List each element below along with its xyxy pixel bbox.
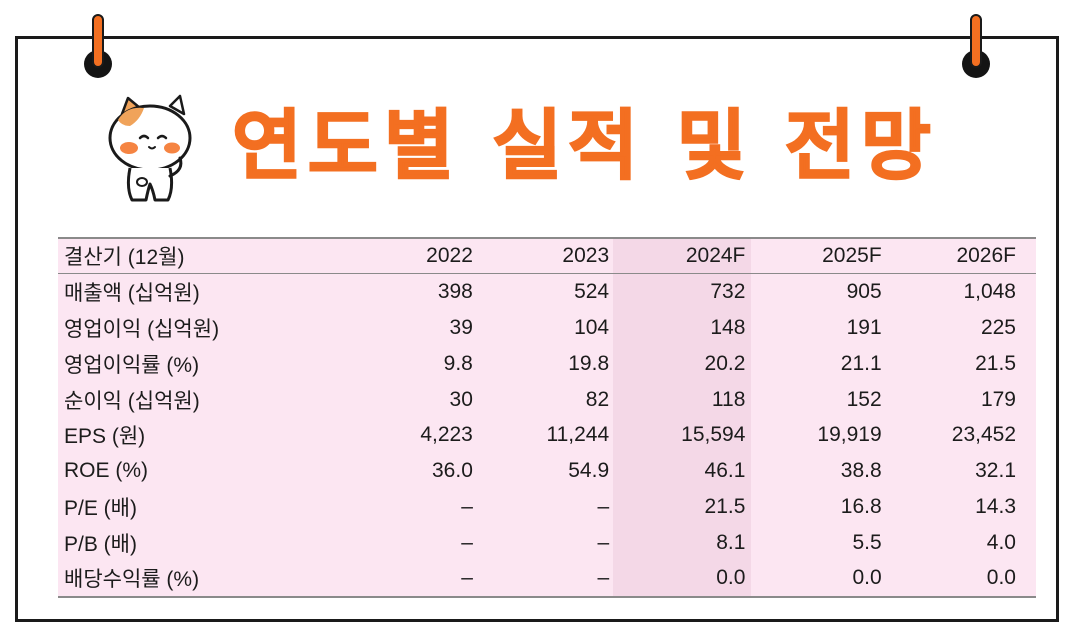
table-cell: 21.5 <box>975 351 1016 375</box>
row-label: 매출액 (십억원) <box>64 282 200 306</box>
table-row: P/B (배) – – 8.1 5.5 4.0 <box>58 525 1036 561</box>
table-row: 배당수익률 (%) – – 0.0 0.0 0.0 <box>58 561 1036 597</box>
table-cell: 82 <box>585 387 610 411</box>
table-cell: 38.8 <box>840 459 882 483</box>
binder-pin-icon <box>82 14 114 84</box>
column-header: 2022 <box>426 244 473 268</box>
table-cell: – <box>461 495 473 519</box>
binder-pin-icon <box>960 14 992 84</box>
table-cell: 524 <box>574 280 610 304</box>
table-cell: 0.0 <box>852 566 882 590</box>
row-label: 순이익 (십억원) <box>64 389 200 413</box>
table-cell: 398 <box>437 280 473 304</box>
row-label: P/E (배) <box>64 497 137 521</box>
table-cell: – <box>597 566 610 590</box>
table-header-row: 결산기 (12월) 2022 2023 2024F 2025F 2026F <box>58 238 1036 274</box>
table-cell: 905 <box>846 280 882 304</box>
table-cell: 732 <box>710 280 746 304</box>
table-cell: 8.1 <box>716 531 746 555</box>
table-cell: – <box>461 531 473 555</box>
table-cell: 4.0 <box>986 531 1016 555</box>
table-cell: 14.3 <box>975 495 1016 519</box>
forecast-highlight-column <box>613 237 751 597</box>
table-cell: 148 <box>710 315 746 339</box>
column-header: 결산기 (12월) <box>64 246 185 270</box>
table-cell: 9.8 <box>443 351 473 375</box>
table-cell: 21.5 <box>704 495 746 519</box>
table-cell: – <box>461 566 473 590</box>
column-header: 2026F <box>956 244 1016 268</box>
row-label: 영업이익률 (%) <box>64 353 200 377</box>
table-cell: 179 <box>980 387 1016 411</box>
table-cell: 39 <box>449 315 473 339</box>
data-table: 결산기 (12월) 2022 2023 2024F 2025F 2026F 매출… <box>58 237 1036 598</box>
table-cell: 104 <box>574 315 610 339</box>
table-cell: 5.5 <box>852 531 882 555</box>
table-row: 매출액 (십억원) 398 524 732 905 1,048 <box>58 274 1036 310</box>
cat-mascot-icon <box>108 94 192 202</box>
table-row: 순이익 (십억원) 30 82 118 152 179 <box>58 382 1036 418</box>
table-row: ROE (%) 36.0 54.9 46.1 38.8 32.1 <box>58 453 1036 489</box>
table-cell: 20.2 <box>704 351 746 375</box>
column-header: 2025F <box>822 244 882 268</box>
table-cell: 4,223 <box>420 423 473 447</box>
row-label: 영업이익 (십억원) <box>64 317 220 341</box>
table-cell: 36.0 <box>432 459 473 483</box>
table-cell: 46.1 <box>704 459 746 483</box>
table-row: EPS (원) 4,223 11,244 15,594 19,919 23,452 <box>58 417 1036 453</box>
table-cell: 19,919 <box>817 423 882 447</box>
table-cell: 19.8 <box>568 351 610 375</box>
table-cell: 54.9 <box>568 459 610 483</box>
page-title: 연도별 실적 및 전망 <box>231 100 937 191</box>
table-cell: 152 <box>846 387 882 411</box>
financial-table: 결산기 (12월) 2022 2023 2024F 2025F 2026F 매출… <box>58 237 1036 597</box>
table-cell: – <box>597 495 610 519</box>
table-cell: 16.8 <box>840 495 882 519</box>
table-row: 영업이익률 (%) 9.8 19.8 20.2 21.1 21.5 <box>58 346 1036 382</box>
table-cell: 118 <box>711 387 746 411</box>
column-header: 2024F <box>685 244 746 268</box>
column-header: 2023 <box>562 244 610 268</box>
table-cell: 225 <box>980 315 1016 339</box>
table-cell: 1,048 <box>963 280 1016 304</box>
table-cell: 32.1 <box>975 459 1016 483</box>
table-cell: 0.0 <box>986 566 1016 590</box>
table-cell: 15,594 <box>681 423 746 447</box>
row-label: EPS (원) <box>64 425 146 449</box>
table-cell: 23,452 <box>951 423 1016 447</box>
row-label: P/B (배) <box>64 533 137 557</box>
table-cell: 21.1 <box>840 351 882 375</box>
row-label: 배당수익률 (%) <box>64 568 200 592</box>
table-cell: 0.0 <box>716 566 746 590</box>
table-cell: 11,244 <box>546 423 610 447</box>
table-row: P/E (배) – – 21.5 16.8 14.3 <box>58 489 1036 525</box>
row-label: ROE (%) <box>64 459 148 483</box>
table-row: 영업이익 (십억원) 39 104 148 191 225 <box>58 310 1036 346</box>
table-cell: – <box>597 531 610 555</box>
table-cell: 30 <box>449 387 473 411</box>
table-cell: 191 <box>846 315 882 339</box>
